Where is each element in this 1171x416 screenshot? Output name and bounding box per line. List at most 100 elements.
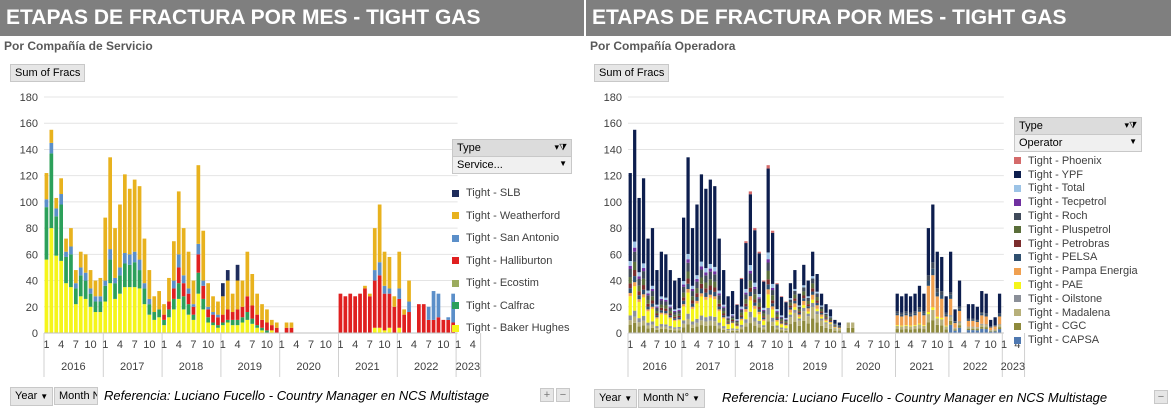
bar-segment (659, 300, 663, 305)
value-field-button[interactable]: Sum of Fracs (10, 64, 86, 82)
y-tick-label: 160 (20, 118, 38, 130)
triangle-down-icon[interactable]: ▼ (1129, 137, 1137, 146)
bar-segment (167, 277, 171, 302)
bar-segment (971, 318, 975, 320)
funnel-icon[interactable]: ▾⧩ (1124, 120, 1137, 130)
bar-segment (637, 322, 641, 327)
collapse-button[interactable]: − (556, 388, 570, 402)
bar-segment (650, 300, 655, 304)
bar-segment (713, 325, 717, 333)
bar-segment (722, 307, 726, 311)
funnel-icon[interactable]: ▾⧩ (554, 142, 567, 152)
legend-field-filter[interactable]: Service... ▼ (452, 157, 572, 174)
bar-segment (225, 322, 230, 333)
bar-segment (176, 191, 181, 255)
year-label: 2022 (963, 361, 987, 373)
value-field-button[interactable]: Sum of Fracs (594, 64, 670, 82)
bar-segment (793, 270, 797, 289)
bar-segment (44, 259, 49, 333)
legend-item: Tight - Phoenix (1014, 154, 1142, 168)
bar-segment (771, 283, 775, 289)
bar-segment (735, 326, 739, 329)
bar-segment (682, 284, 686, 287)
triangle-down-icon[interactable]: ▼ (559, 159, 567, 168)
month-axis-button[interactable]: Month N° ▼ (638, 389, 705, 408)
bar-segment (230, 312, 235, 320)
bar-segment (641, 263, 646, 269)
bar-segment (819, 311, 824, 313)
bar-segment (762, 281, 766, 308)
x-tick-label: 1 (681, 339, 687, 351)
bar-segment (908, 312, 913, 315)
collapse-button[interactable]: − (1154, 390, 1168, 404)
bar-segment (93, 312, 98, 333)
bar-segment (788, 298, 793, 300)
x-tick-label: 4 (411, 339, 417, 351)
bar-segment (775, 320, 779, 322)
bar-segment (225, 270, 230, 281)
bar-segment (668, 270, 672, 305)
expand-button[interactable]: + (540, 388, 554, 402)
bar-segment (802, 311, 806, 321)
x-tick-label: 1 (894, 339, 900, 351)
bar-segment (695, 300, 699, 304)
bar-segment (784, 330, 788, 333)
triangle-down-icon: ▼ (40, 392, 49, 401)
bar-segment (686, 289, 690, 293)
bar-segment (824, 323, 828, 328)
bar-segment (788, 283, 793, 299)
bar-segment (54, 255, 59, 333)
bar-segment (686, 262, 690, 272)
legend-item: Tight - PELSA (1014, 251, 1142, 265)
bar-segment (953, 328, 957, 330)
x-tick-label: 4 (961, 339, 967, 351)
bar-segment (633, 310, 637, 317)
year-axis-button[interactable]: Year ▼ (10, 387, 54, 406)
bar-segment (225, 319, 230, 323)
legend-type-filter[interactable]: Type ▾⧩ (452, 139, 572, 157)
bar-segment (98, 301, 103, 313)
bar-segment (766, 321, 770, 333)
bar-segment (837, 329, 841, 332)
bar-segment (211, 322, 215, 326)
bar-segment (704, 317, 708, 322)
bar-segment (975, 306, 979, 320)
bar-segment (957, 327, 962, 333)
year-label: 2016 (61, 361, 85, 373)
bar-segment (730, 328, 735, 330)
legend-type-filter[interactable]: Type ▾⧩ (1014, 117, 1142, 135)
bar-segment (908, 329, 913, 333)
bar-segment (926, 314, 930, 323)
bar-segment (953, 323, 957, 328)
bar-segment (372, 228, 377, 271)
bar-segment (762, 307, 766, 310)
bar-segment (739, 320, 744, 325)
x-tick-label: 1 (161, 339, 167, 351)
bar-segment (137, 270, 142, 289)
bar-segment (922, 311, 926, 314)
bar-segment (730, 329, 735, 331)
bar-segment (744, 319, 748, 323)
bar-segment (78, 251, 83, 268)
bar-segment (766, 307, 770, 315)
x-tick-label: 10 (202, 339, 214, 351)
x-tick-label: 7 (190, 339, 196, 351)
bar-segment (940, 291, 944, 295)
legend-field-filter[interactable]: Operator ▼ (1014, 135, 1142, 152)
bar-segment (382, 330, 387, 333)
bar-segment (49, 228, 54, 333)
bar-segment (113, 283, 117, 299)
legend-swatch (1014, 198, 1021, 206)
bar-segment (147, 314, 152, 333)
x-tick-label: 1 (102, 339, 108, 351)
bar-segment (957, 325, 962, 328)
bar-segment (717, 306, 721, 310)
year-axis-button[interactable]: Year ▼ (594, 389, 638, 408)
x-tick-label: 1 (43, 339, 49, 351)
legend-swatch (1014, 253, 1021, 261)
bar-segment (779, 323, 784, 325)
bar-segment (980, 313, 984, 316)
bar-segment (221, 283, 225, 297)
bar-segment (819, 318, 824, 321)
month-axis-button[interactable]: Month N (54, 387, 98, 405)
